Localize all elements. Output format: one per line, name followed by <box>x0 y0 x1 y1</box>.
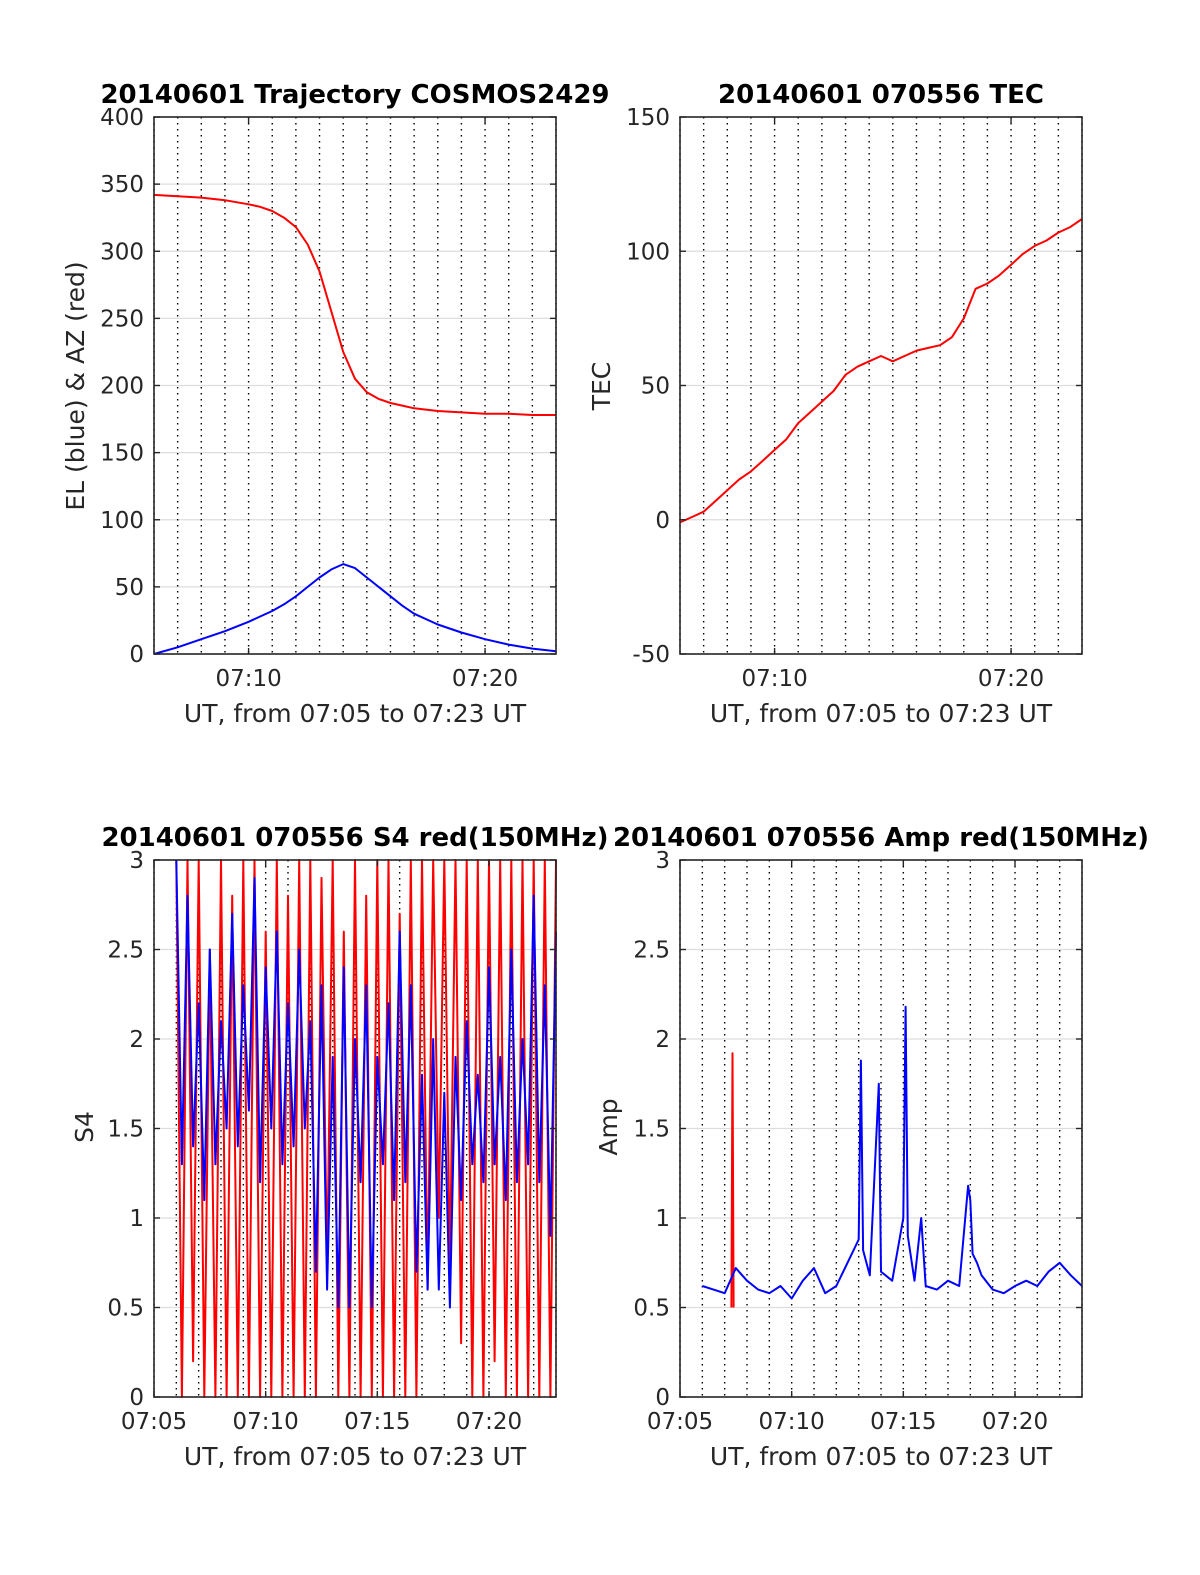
y-tick-label: 1.5 <box>633 1117 670 1143</box>
x-axis-label: UT, from 07:05 to 07:23 UT <box>184 699 527 728</box>
y-tick-label: 250 <box>100 306 144 332</box>
amp-panel: 20140601 070556 Amp red(150MHz) 0 0.5 1 1.5… <box>594 823 1149 1471</box>
plot-area: -50 0 50 100 150 07:10 07:20 <box>626 105 1083 692</box>
y-tick-label: 100 <box>100 508 144 534</box>
x-axis-label: UT, from 07:05 to 07:23 UT <box>710 1442 1053 1471</box>
y-axis-label: Amp <box>594 1098 623 1155</box>
y-tick-label: 100 <box>626 239 670 265</box>
series-line <box>153 193 556 416</box>
plot-area: 0 0.5 1 1.5 2 2.5 3 07:05 07:10 07:15 07:20 <box>107 848 557 1435</box>
panel-title: 20140601 070556 S4 red(150MHz) <box>101 823 608 853</box>
series-line <box>679 218 1083 524</box>
y-tick-label: 1.5 <box>107 1117 144 1143</box>
y-tick-label: 400 <box>100 105 144 131</box>
panel-title: 20140601 070556 TEC <box>718 80 1044 110</box>
trajectory-panel: 20140601 Trajectory COSMOS2429 0 50 100 150… <box>61 80 610 728</box>
y-axis-label: EL (blue) & AZ (red) <box>61 261 90 510</box>
y-tick-label: 0 <box>129 1385 144 1411</box>
y-tick-label: 200 <box>100 374 144 400</box>
y-tick-label: 50 <box>641 374 670 400</box>
x-tick-label: 07:05 <box>647 1409 713 1435</box>
panel-title: 20140601 070556 Amp red(150MHz) <box>613 823 1149 853</box>
y-tick-label: 0 <box>655 508 670 534</box>
x-tick-label: 07:05 <box>121 1409 187 1435</box>
y-tick-label: 2.5 <box>633 938 670 964</box>
x-tick-label: 07:10 <box>741 666 807 692</box>
y-tick-label: 0 <box>655 1385 670 1411</box>
x-tick-label: 07:10 <box>233 1409 299 1435</box>
y-axis-label: S4 <box>70 1111 99 1143</box>
panel-title: 20140601 Trajectory COSMOS2429 <box>100 80 609 110</box>
x-tick-label: 07:20 <box>452 666 518 692</box>
x-axis-label: UT, from 07:05 to 07:23 UT <box>184 1442 527 1471</box>
s4-panel: 20140601 070556 S4 red(150MHz) 0 0.5 1 1.5 2… <box>70 823 609 1471</box>
y-tick-label: 1 <box>655 1206 670 1232</box>
y-tick-label: 3 <box>129 848 144 874</box>
y-tick-label: -50 <box>632 642 670 668</box>
plot-area: 0 50 100 150 200 250 300 350 400 07:10 07:20 <box>100 105 557 692</box>
y-tick-label: 2.5 <box>107 938 144 964</box>
y-tick-label: 0.5 <box>107 1296 144 1322</box>
series-line <box>153 563 557 655</box>
y-tick-label: 150 <box>626 105 670 131</box>
series-line <box>175 859 557 1309</box>
y-tick-label: 2 <box>129 1027 144 1053</box>
y-axis-label: TEC <box>587 362 616 412</box>
x-tick-label: 07:20 <box>982 1409 1048 1435</box>
y-tick-label: 0.5 <box>633 1296 670 1322</box>
y-tick-label: 2 <box>655 1027 670 1053</box>
x-tick-label: 07:20 <box>978 666 1044 692</box>
y-tick-label: 50 <box>115 575 144 601</box>
y-tick-label: 1 <box>129 1206 144 1232</box>
y-tick-label: 150 <box>100 441 144 467</box>
x-tick-label: 07:15 <box>870 1409 936 1435</box>
series-line <box>730 1052 735 1308</box>
plot-area: 0 0.5 1 1.5 2 2.5 3 07:05 07:10 07:15 07:20 <box>633 848 1083 1435</box>
x-tick-label: 07:10 <box>215 666 281 692</box>
x-tick-label: 07:15 <box>344 1409 410 1435</box>
tec-panel: 20140601 070556 TEC -50 0 50 100 150 07:10 07:… <box>587 80 1083 728</box>
x-tick-label: 07:10 <box>759 1409 825 1435</box>
y-tick-label: 0 <box>129 642 144 668</box>
y-tick-label: 300 <box>100 239 144 265</box>
x-tick-label: 07:20 <box>456 1409 522 1435</box>
series-line <box>175 859 557 1398</box>
y-tick-label: 3 <box>655 848 670 874</box>
x-axis-label: UT, from 07:05 to 07:23 UT <box>710 699 1053 728</box>
series-line <box>701 1005 1083 1300</box>
y-tick-label: 350 <box>100 172 144 198</box>
